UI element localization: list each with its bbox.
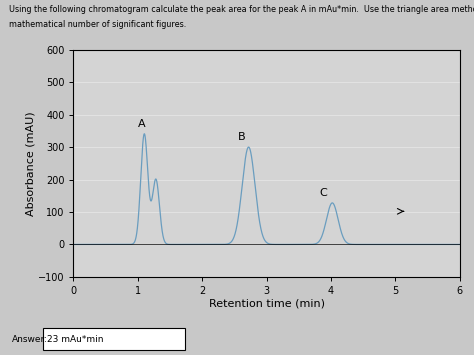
- X-axis label: Retention time (min): Retention time (min): [209, 299, 325, 309]
- Text: 23 mAu*min: 23 mAu*min: [47, 334, 104, 344]
- Text: Using the following chromatogram calculate the peak area for the peak A in mAu*m: Using the following chromatogram calcula…: [9, 5, 474, 14]
- Text: Answer:: Answer:: [12, 334, 48, 344]
- Text: C: C: [319, 188, 327, 198]
- Text: A: A: [138, 119, 146, 129]
- Text: mathematical number of significant figures.: mathematical number of significant figur…: [9, 20, 187, 28]
- FancyBboxPatch shape: [43, 328, 185, 350]
- Y-axis label: Absorbance (mAU): Absorbance (mAU): [25, 111, 35, 215]
- Text: B: B: [237, 132, 245, 142]
